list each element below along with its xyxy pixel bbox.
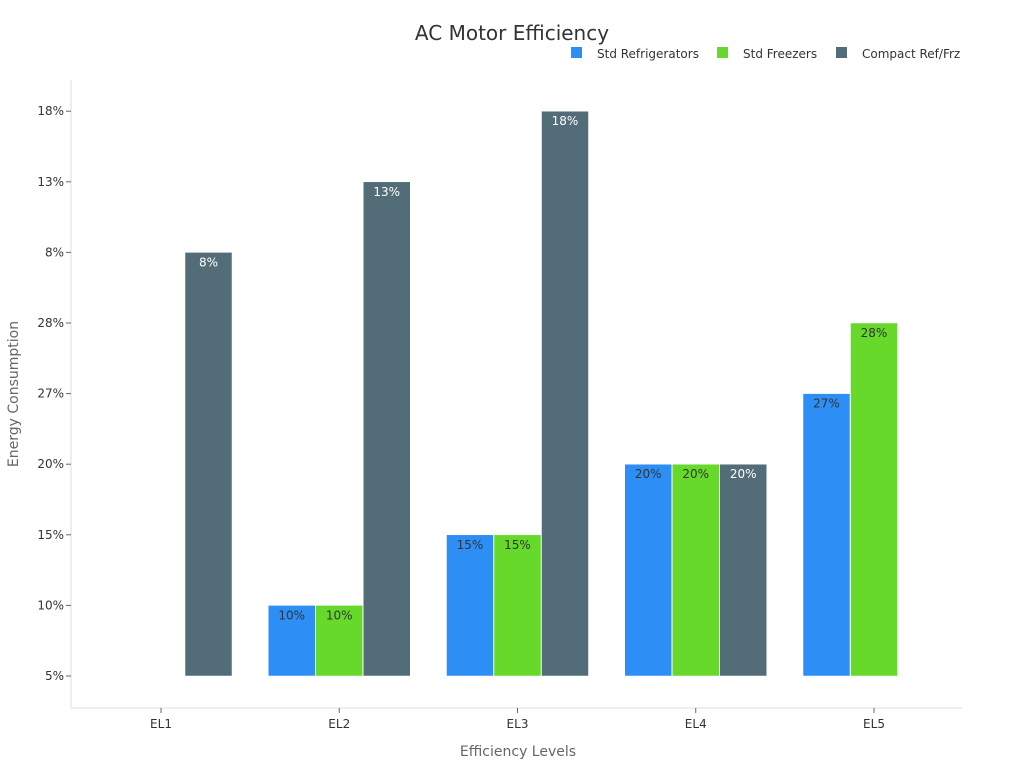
x-tick-label: EL2 [328,717,350,731]
legend-label[interactable]: Compact Ref/Frz [862,47,960,61]
bar-data-label: 15% [504,538,531,552]
y-axis-label: Energy Consumption [6,321,22,467]
bar-data-label: 10% [326,608,353,622]
bar-std-refrigerators-el5[interactable] [802,393,851,677]
legend-swatch [571,47,582,58]
bar-std-freezers-el5[interactable] [850,322,898,677]
bar-data-label: 15% [457,538,484,552]
y-tick-label: 28% [37,316,64,330]
bar-data-label: 27% [813,397,840,411]
legend-swatch [836,47,847,58]
y-tick-label: 15% [37,528,64,542]
y-tick-label: 8% [45,245,64,259]
bar-std-freezers-el2[interactable] [315,605,363,677]
bar-std-freezers-el4[interactable] [672,463,720,677]
x-tick-label: EL4 [685,717,707,731]
bar-data-label: 20% [682,467,709,481]
bar-std-freezers-el3[interactable] [493,534,542,677]
x-tick-label: EL3 [507,717,529,731]
y-tick-label: 5% [45,669,64,683]
bar-compact-ref-frz-el3[interactable] [541,110,589,677]
bar-compact-ref-frz-el2[interactable] [363,181,411,677]
y-tick-label: 13% [37,175,64,189]
y-tick-label: 20% [37,457,64,471]
chart-title: AC Motor Efficiency [415,21,609,45]
bar-data-label: 28% [861,326,888,340]
legend-swatch [717,47,728,58]
y-tick-label: 10% [37,598,64,612]
bar-compact-ref-frz-el4[interactable] [719,463,767,677]
bar-data-label: 8% [199,255,218,269]
x-axis-label: Efficiency Levels [460,744,576,760]
legend-label[interactable]: Std Freezers [743,47,817,61]
y-tick-label: 18% [37,104,64,118]
legend-label[interactable]: Std Refrigerators [597,47,699,61]
bar-std-refrigerators-el3[interactable] [446,534,494,677]
bar-data-label: 20% [730,467,757,481]
y-tick-label: 27% [37,387,64,401]
bar-compact-ref-frz-el1[interactable] [184,252,233,677]
legend: Std Refrigerators Std Freezers Compact Ref… [571,47,960,61]
bar-data-label: 18% [552,114,579,128]
bar-std-refrigerators-el4[interactable] [624,463,672,677]
x-tick-label: EL5 [863,717,885,731]
bar-data-label: 10% [278,608,305,622]
x-tick-label: EL1 [150,717,172,731]
bar-std-refrigerators-el2[interactable] [268,605,316,677]
bar-data-label: 13% [373,185,400,199]
bar-data-label: 20% [635,467,662,481]
